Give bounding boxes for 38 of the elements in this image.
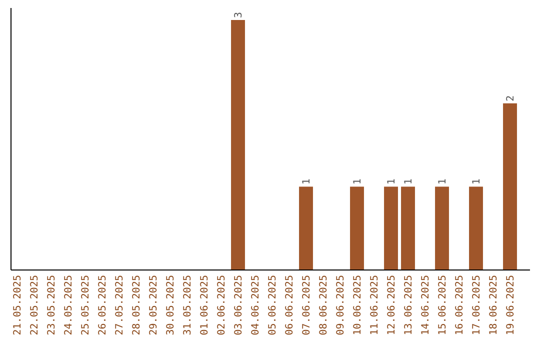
x-tick-label: 10.06.2025	[352, 275, 364, 336]
x-tick-label: 23.05.2025	[46, 275, 58, 336]
x-tick-label: 29.05.2025	[148, 275, 160, 336]
x-tick-label: 19.06.2025	[506, 275, 516, 336]
x-tick-label: 09.06.2025	[336, 275, 346, 336]
x-tick-label: 17.06.2025	[472, 275, 482, 336]
x-tick-label: 28.05.2025	[132, 275, 142, 336]
x-tick-label: 01.06.2025	[200, 275, 210, 336]
x-tick-label: 05.06.2025	[268, 275, 278, 336]
x-tick-label: 18.06.2025	[488, 275, 500, 336]
data-label: 1	[302, 178, 312, 185]
x-tick-label: 11.06.2025	[370, 275, 380, 336]
data-label: 1	[352, 178, 364, 185]
data-label: 2	[506, 95, 516, 102]
data-label: 1	[438, 178, 448, 185]
x-tick-label: 03.06.2025	[234, 275, 244, 336]
x-tick-label: 16.06.2025	[454, 275, 466, 336]
x-tick-label: 08.06.2025	[318, 275, 330, 336]
x-tick-label: 21.05.2025	[12, 275, 24, 336]
x-tick-label: 07.06.2025	[302, 275, 312, 336]
x-tick-label: 02.06.2025	[216, 275, 228, 336]
data-label: 1	[386, 178, 398, 185]
x-tick-label: 25.05.2025	[80, 275, 92, 336]
x-tick-label: 24.05.2025	[64, 275, 74, 336]
x-tick-label: 31.05.2025	[182, 275, 194, 336]
x-tick-label: 15.06.2025	[438, 275, 448, 336]
x-tick-label: 06.06.2025	[284, 275, 296, 336]
x-tick-label: 04.06.2025	[250, 275, 262, 336]
x-tick-label: 22.05.2025	[30, 275, 40, 336]
x-tick-label: 12.06.2025	[386, 275, 398, 336]
data-label: 3	[234, 12, 244, 18]
x-tick-label: 13.06.2025	[404, 275, 414, 336]
x-tick-label: 30.05.2025	[166, 275, 176, 336]
x-tick-label: 27.05.2025	[114, 275, 126, 336]
x-tick-label: 26.05.2025	[98, 275, 108, 336]
data-label: 1	[472, 178, 482, 185]
x-tick-label: 14.06.2025	[420, 275, 432, 336]
data-label: 1	[404, 178, 414, 185]
